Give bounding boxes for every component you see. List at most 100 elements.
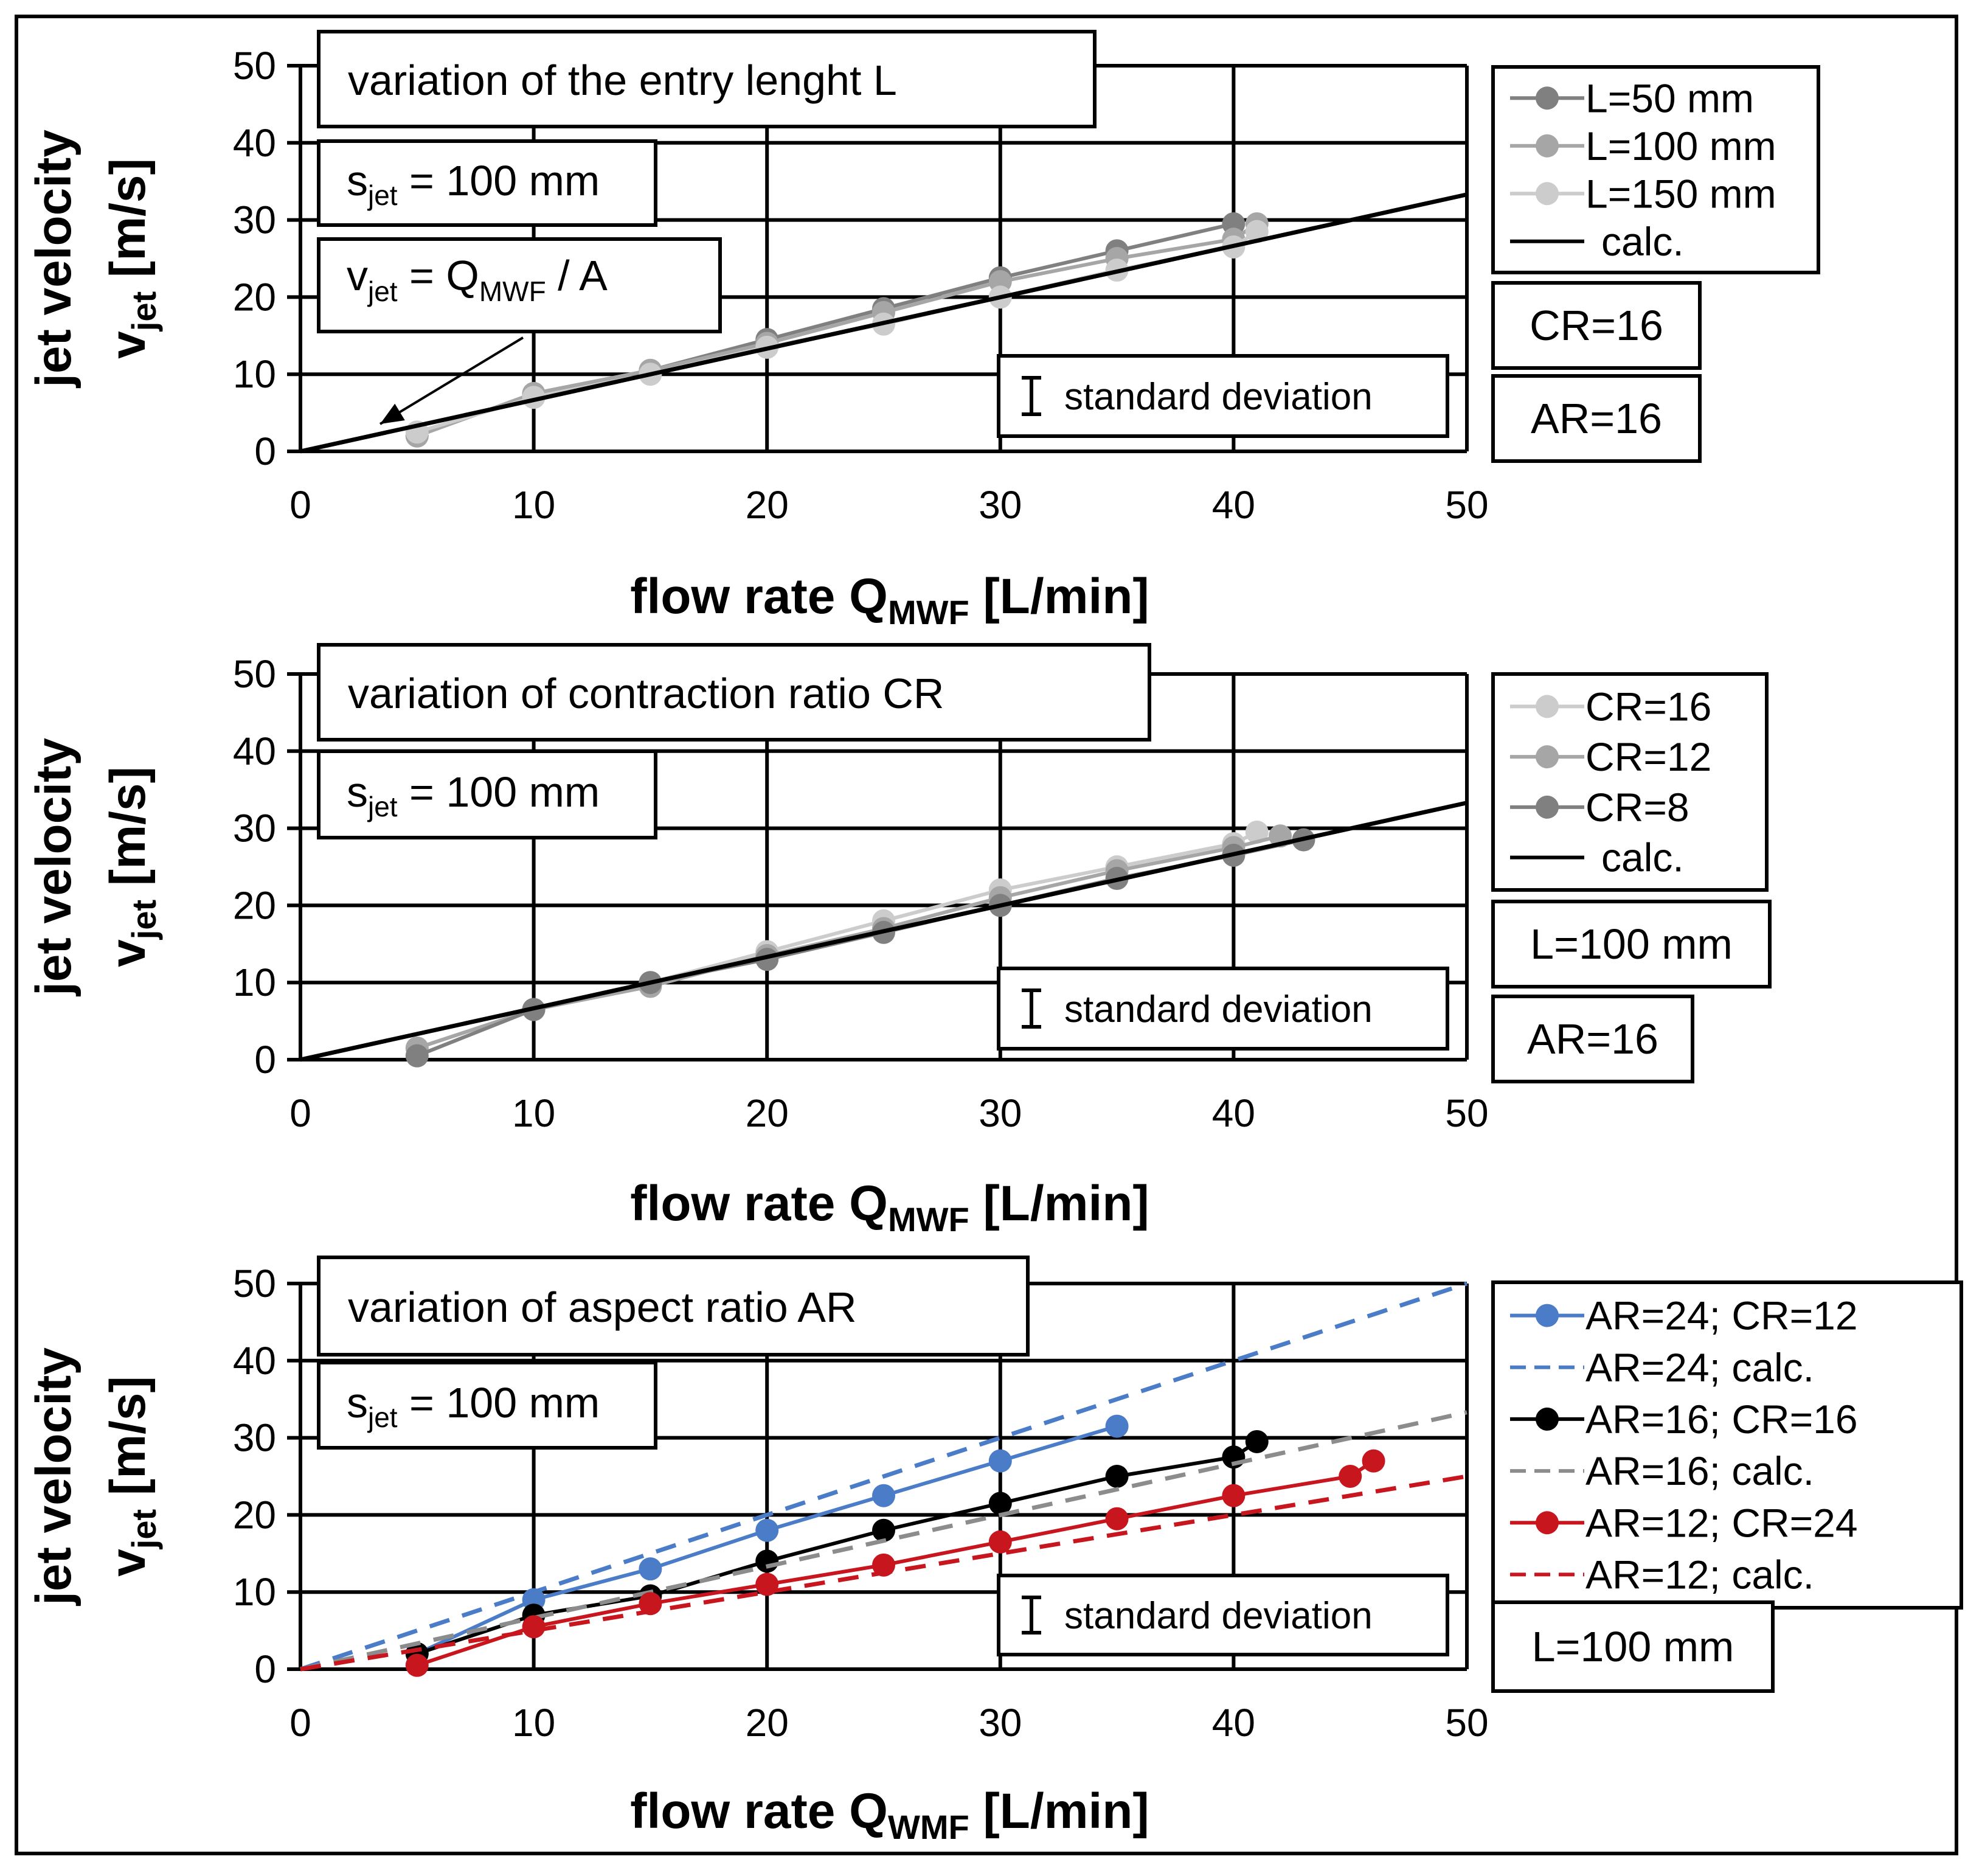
x-tick-label: 40 [1212, 1091, 1255, 1135]
x-tick-label: 20 [746, 1701, 789, 1745]
side-label: L=100 mm [1530, 920, 1733, 968]
x-tick-label: 30 [979, 1701, 1022, 1745]
chart-panel-3: 0 10 20 30 40 50 0 10 20 30 40 50 flow rate QWMF [L/… [26, 1256, 1963, 1846]
sjet-subscript: jet [367, 1402, 398, 1433]
y-tick-label: 0 [254, 1647, 276, 1691]
x-tick-label: 40 [1212, 1701, 1255, 1745]
legend-swatch-marker [1536, 795, 1559, 819]
y-tick-label: 20 [233, 275, 276, 319]
formula-q-subscript: MWF [479, 276, 546, 307]
sjet-symbol: s [347, 1379, 368, 1426]
standard-deviation-label: standard deviation [1064, 988, 1373, 1030]
chart-title: variation of contraction ratio CR [348, 670, 944, 717]
x-axis-title-subscript: MWF [888, 1200, 969, 1239]
x-tick-label: 30 [979, 1091, 1022, 1135]
y-axis-title-line1: jet velocity [26, 1347, 81, 1607]
x-tick-label: 40 [1212, 483, 1255, 527]
legend-swatch-marker [1536, 134, 1559, 158]
series-line-6 [300, 1474, 1467, 1672]
x-axis-title-subscript: MWF [888, 593, 969, 631]
sjet-label: sjet = 100 mm [347, 768, 600, 822]
series-line-4 [300, 801, 1467, 1062]
data-point [988, 1449, 1012, 1473]
series-line-4 [300, 1410, 1467, 1672]
y-axis-title-line2: vjet [m/s] [100, 1376, 163, 1577]
sjet-subscript: jet [367, 179, 398, 211]
formula-box [317, 237, 722, 333]
legend-label: L=150 mm [1585, 171, 1776, 216]
data-point [639, 1557, 662, 1581]
legend-swatch-marker [1536, 695, 1559, 718]
data-point [1245, 820, 1269, 844]
legend-swatch-marker [1536, 1304, 1559, 1327]
x-tick-label: 20 [746, 483, 789, 527]
series-line-2 [299, 1281, 1468, 1672]
y-tick-label: 40 [233, 729, 276, 773]
data-point [1105, 1465, 1129, 1488]
data-point [872, 1518, 895, 1542]
y-tick-label: 30 [233, 1416, 276, 1460]
side-label-box [1491, 374, 1702, 463]
data-point [405, 1653, 429, 1677]
side-label: AR=16 [1531, 395, 1662, 442]
x-axis-title: flow rate QMWF [L/min] [630, 1176, 1149, 1239]
y-axis-title-symbol: v [100, 939, 156, 967]
y-axis-title-subscript: jet [125, 1509, 163, 1549]
y-tick-label: 30 [233, 807, 276, 850]
x-axis-title-subscript: WMF [888, 1808, 969, 1846]
sjet-box [317, 749, 657, 839]
data-point [1245, 1430, 1269, 1453]
standard-deviation-box [997, 1574, 1449, 1656]
legend-swatch-marker [1536, 182, 1559, 206]
x-axis-title-unit: [L/min] [969, 1176, 1149, 1231]
y-tick-label: 10 [233, 1570, 276, 1614]
formula-arrow [379, 336, 524, 425]
standard-deviation-label: standard deviation [1064, 376, 1373, 418]
x-axis-title-main: flow rate Q [630, 569, 888, 624]
legend-label: calc. [1601, 835, 1684, 880]
legend-swatch-marker [1536, 86, 1559, 110]
formula-area: / A [546, 252, 608, 299]
formula-v: v [347, 252, 368, 299]
y-tick-label: 20 [233, 883, 276, 927]
y-tick-label: 40 [233, 1339, 276, 1383]
y-axis-title-symbol: v [100, 331, 156, 359]
chart-title-box [317, 1256, 1030, 1357]
x-tick-label: 10 [512, 1701, 555, 1745]
legend-label: calc. [1601, 219, 1684, 264]
standard-deviation-box [997, 967, 1449, 1051]
chart-title-box [317, 30, 1097, 128]
x-axis-title-unit: [L/min] [969, 1784, 1149, 1839]
x-tick-label: 0 [289, 1701, 311, 1745]
formula-v-subscript: jet [367, 276, 398, 307]
legend-label: AR=24; CR=12 [1585, 1293, 1858, 1338]
y-tick-label: 20 [233, 1493, 276, 1537]
x-axis-title-main: flow rate Q [630, 1176, 888, 1231]
sjet-box [317, 1361, 657, 1450]
y-axis-title-line2: vjet [m/s] [100, 766, 163, 967]
legend-label: L=50 mm [1585, 75, 1754, 120]
y-axis-title-line1: jet velocity [26, 738, 81, 997]
legend-label: L=100 mm [1585, 123, 1776, 168]
y-axis-title-subscript: jet [125, 900, 163, 940]
legend-label: CR=16 [1585, 684, 1711, 729]
y-tick-label: 0 [254, 1038, 276, 1082]
data-point [1339, 1465, 1362, 1488]
data-point [1362, 1449, 1385, 1473]
x-tick-label: 50 [1445, 1701, 1488, 1745]
chart-title: variation of the entry lenght L [348, 57, 897, 104]
data-point [988, 1530, 1012, 1554]
data-point [1105, 1507, 1129, 1530]
legend-swatch-marker [1536, 1511, 1559, 1535]
y-tick-label: 40 [233, 121, 276, 165]
side-label-box [1491, 900, 1772, 988]
side-label-box [1491, 995, 1694, 1083]
y-tick-label: 50 [233, 1262, 276, 1305]
legend-label: AR=12; calc. [1585, 1552, 1814, 1597]
data-point [522, 1615, 546, 1639]
y-tick-label: 30 [233, 198, 276, 242]
chart-title: variation of aspect ratio AR [348, 1284, 857, 1331]
data-point [1105, 1414, 1129, 1438]
